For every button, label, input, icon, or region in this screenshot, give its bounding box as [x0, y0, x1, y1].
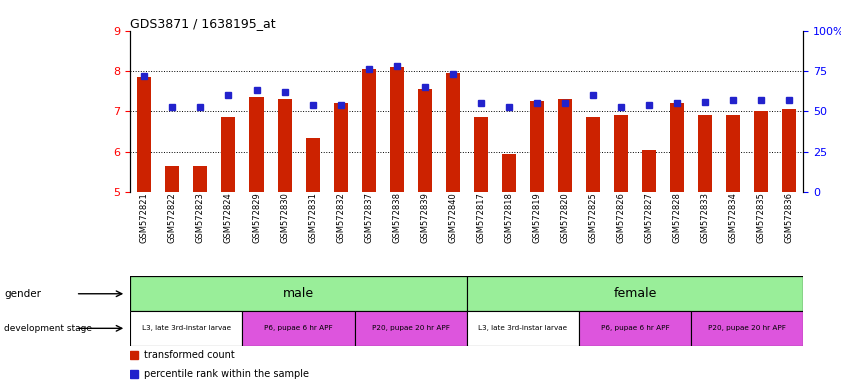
Text: male: male	[283, 287, 315, 300]
Bar	[355, 311, 467, 346]
Bar	[250, 97, 263, 192]
Text: GSM572818: GSM572818	[505, 192, 513, 243]
Text: L3, late 3rd-instar larvae: L3, late 3rd-instar larvae	[479, 325, 568, 331]
Bar	[130, 276, 467, 311]
Bar	[579, 311, 691, 346]
Bar	[754, 111, 768, 192]
Text: P20, pupae 20 hr APF: P20, pupae 20 hr APF	[372, 325, 450, 331]
Bar	[467, 311, 579, 346]
Text: GDS3871 / 1638195_at: GDS3871 / 1638195_at	[130, 17, 276, 30]
Bar	[670, 103, 684, 192]
Text: GSM572834: GSM572834	[728, 192, 738, 243]
Text: GSM572821: GSM572821	[140, 192, 149, 243]
Bar	[389, 67, 404, 192]
Text: gender: gender	[4, 289, 41, 299]
Bar	[305, 137, 320, 192]
Text: GSM572831: GSM572831	[308, 192, 317, 243]
Text: GSM572840: GSM572840	[448, 192, 458, 243]
Bar	[642, 150, 656, 192]
Text: GSM572837: GSM572837	[364, 192, 373, 243]
Bar	[586, 118, 600, 192]
Text: GSM572829: GSM572829	[252, 192, 261, 243]
Bar	[698, 115, 712, 192]
Bar	[467, 276, 803, 311]
Bar	[130, 311, 242, 346]
Bar	[502, 154, 516, 192]
Text: GSM572836: GSM572836	[785, 192, 794, 243]
Text: GSM572820: GSM572820	[560, 192, 569, 243]
Bar	[446, 73, 460, 192]
Bar	[166, 166, 179, 192]
Text: GSM572827: GSM572827	[644, 192, 653, 243]
Text: GSM572819: GSM572819	[532, 192, 542, 243]
Text: percentile rank within the sample: percentile rank within the sample	[144, 369, 309, 379]
Text: GSM572832: GSM572832	[336, 192, 345, 243]
Text: GSM572828: GSM572828	[673, 192, 681, 243]
Text: transformed count: transformed count	[144, 350, 235, 360]
Bar	[782, 109, 796, 192]
Bar	[418, 89, 431, 192]
Bar	[473, 118, 488, 192]
Bar	[278, 99, 292, 192]
Bar	[362, 69, 376, 192]
Bar	[137, 77, 151, 192]
Text: GSM572839: GSM572839	[420, 192, 429, 243]
Text: GSM572824: GSM572824	[224, 192, 233, 243]
Text: GSM572830: GSM572830	[280, 192, 289, 243]
Text: P20, pupae 20 hr APF: P20, pupae 20 hr APF	[708, 325, 786, 331]
Bar	[614, 115, 628, 192]
Bar	[221, 118, 235, 192]
Bar	[334, 103, 347, 192]
Bar	[193, 166, 208, 192]
Text: GSM572825: GSM572825	[589, 192, 597, 243]
Bar	[242, 311, 355, 346]
Text: female: female	[613, 287, 657, 300]
Bar	[691, 311, 803, 346]
Text: GSM572822: GSM572822	[168, 192, 177, 243]
Text: P6, pupae 6 hr APF: P6, pupae 6 hr APF	[600, 325, 669, 331]
Bar	[726, 115, 740, 192]
Text: GSM572823: GSM572823	[196, 192, 205, 243]
Text: development stage: development stage	[4, 324, 93, 333]
Text: GSM572817: GSM572817	[476, 192, 485, 243]
Text: GSM572826: GSM572826	[616, 192, 626, 243]
Text: P6, pupae 6 hr APF: P6, pupae 6 hr APF	[264, 325, 333, 331]
Bar	[558, 99, 572, 192]
Text: L3, late 3rd-instar larvae: L3, late 3rd-instar larvae	[142, 325, 231, 331]
Text: GSM572833: GSM572833	[701, 192, 710, 243]
Text: GSM572835: GSM572835	[757, 192, 765, 243]
Text: GSM572838: GSM572838	[392, 192, 401, 243]
Bar	[530, 101, 544, 192]
